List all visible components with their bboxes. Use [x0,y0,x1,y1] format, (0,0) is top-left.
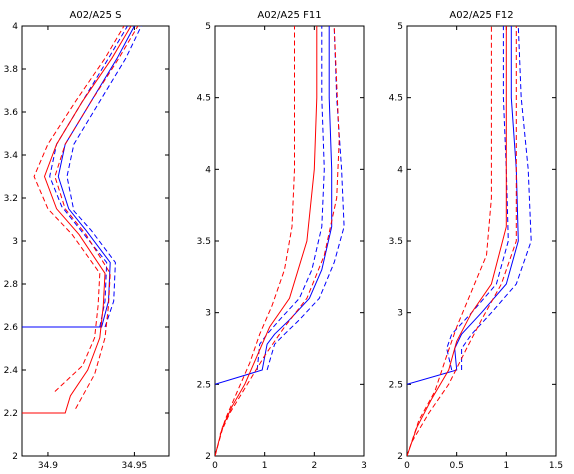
x-tick-label: 1.5 [549,461,563,471]
x-tick-label: 1 [503,461,509,471]
y-tick-label: 2.6 [4,323,19,333]
series-line-red-dashed [54,26,139,409]
y-tick-label: 5 [205,22,211,32]
x-tick-label: 34.9 [38,461,58,471]
x-tick-label: 3 [361,461,367,471]
y-tick-label: 3.2 [4,194,18,204]
series-line-blue-dashed [66,26,142,328]
series-line-blue-dashed [256,26,325,371]
x-tick-label: 2 [311,461,317,471]
series-line-red-dashed [33,26,125,392]
series-line-blue-dashed [461,26,532,370]
series-line-red-dashed [215,26,295,456]
series-line-blue-solid [22,26,135,328]
y-tick-label: 2 [397,452,403,462]
y-tick-label: 3.8 [4,65,19,75]
axes-frame [406,25,557,457]
subplot-1: A02/A25 S 2 2.2 2.4 2.6 2.8 3 3.2 3.4 3.6 3.8 4 34.9… [4,10,170,471]
x-tick-label: 1 [262,461,268,471]
series-line-red-solid [407,26,507,456]
y-tick-label: 2.5 [389,380,403,390]
y-tick-label: 4 [205,165,211,175]
y-tick-label: 2.5 [197,380,211,390]
y-tick-label: 3 [12,237,18,247]
x-tick-label: 0.5 [450,461,464,471]
x-tick-label: 34.95 [122,461,148,471]
series-line-blue-dashed [49,26,128,328]
series-line-red-dashed [219,26,340,435]
series-line-blue-solid [407,26,519,385]
series-line-blue-dashed [446,26,509,371]
axes-frame [21,25,170,457]
y-tick-label: 3 [205,309,211,319]
series-line-red-dashed [411,26,517,442]
series-line-red-solid [215,26,318,456]
y-tick-label: 2 [205,452,211,462]
y-tick-label: 2 [12,452,18,462]
y-tick-label: 3.5 [197,237,211,247]
chart-title: A02/A25 F12 [449,10,513,21]
y-tick-label: 2.8 [4,280,19,290]
y-tick-label: 3.4 [4,151,19,161]
y-tick-label: 4.5 [389,94,403,104]
y-tick-label: 3 [397,309,403,319]
y-tick-label: 3.6 [4,108,19,118]
y-tick-label: 2.4 [4,366,19,376]
y-tick-label: 2.2 [4,409,18,419]
series-line-blue-dashed [266,26,345,371]
subplot-2: A02/A25 F11 2 2.5 3 3.5 4 4.5 5 0 1 2 3 [197,10,367,471]
y-tick-label: 4 [12,22,18,32]
x-tick-label: 0 [212,461,218,471]
chart-title: A02/A25 F11 [257,10,321,21]
series-line-red-dashed [407,26,492,456]
y-tick-label: 5 [397,22,403,32]
y-tick-label: 4 [397,165,403,175]
chart-title: A02/A25 S [69,10,121,21]
x-tick-label: 0 [404,461,410,471]
subplot-3: A02/A25 F12 2 2.5 3 3.5 4 4.5 5 0 0.5 1 1.5 [389,10,563,471]
y-tick-label: 4.5 [197,94,211,104]
series-line-blue-solid [215,26,333,385]
y-tick-label: 3.5 [389,237,403,247]
series-line-red-solid [22,26,132,414]
